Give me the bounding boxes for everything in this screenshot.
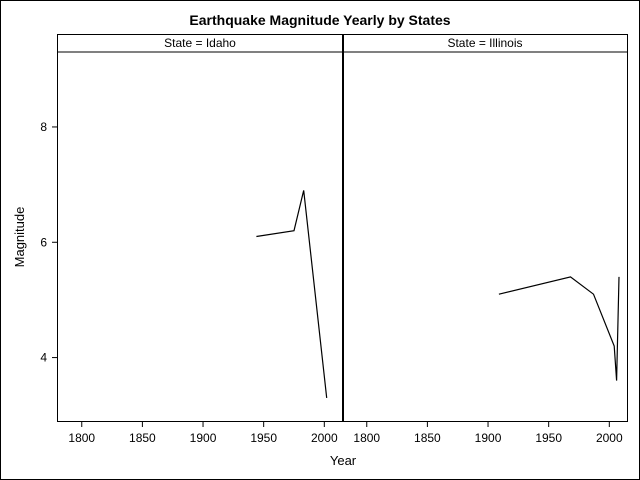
- y-tick-label-6: 6: [40, 235, 47, 249]
- x-tick-label-p0-1850: 1850: [129, 431, 156, 445]
- panel-idaho: State = Idaho: [58, 35, 343, 422]
- x-axis-title: Year: [330, 453, 357, 468]
- y-tick-label-4: 4: [40, 351, 47, 365]
- x-tick-label-p1-1950: 1950: [535, 431, 562, 445]
- y-axis: 4 6 8: [40, 120, 57, 365]
- x-tick-label-p1-1850: 1850: [414, 431, 441, 445]
- series-line-panel-idaho: [256, 190, 326, 398]
- x-axis: 1800 1850 1900 1950 2000 1800 1850 1900 1950 2000: [68, 422, 623, 446]
- panel-illinois-strip-label: State = Illinois: [447, 36, 522, 50]
- x-tick-label-p0-1900: 1900: [190, 431, 217, 445]
- x-tick-label-p0-2000: 2000: [311, 431, 338, 445]
- x-tick-label-p1-1800: 1800: [353, 431, 380, 445]
- chart-title: Earthquake Magnitude Yearly by States: [189, 12, 450, 28]
- panel-idaho-strip-label: State = Idaho: [164, 36, 236, 50]
- x-tick-label-p0-1800: 1800: [68, 431, 95, 445]
- panel-illinois-border: [343, 35, 628, 422]
- x-tick-label-p0-1950: 1950: [250, 431, 277, 445]
- panel-idaho-plot: [256, 190, 326, 398]
- y-tick-label-8: 8: [40, 120, 47, 134]
- y-axis-title: Magnitude: [12, 207, 27, 268]
- panel-illinois: State = Illinois: [343, 35, 628, 422]
- panel-idaho-border: [58, 35, 343, 422]
- x-tick-label-p1-1900: 1900: [475, 431, 502, 445]
- panel-illinois-plot: [499, 277, 619, 381]
- series-line-panel-illinois: [499, 277, 619, 381]
- x-tick-label-p1-2000: 2000: [596, 431, 623, 445]
